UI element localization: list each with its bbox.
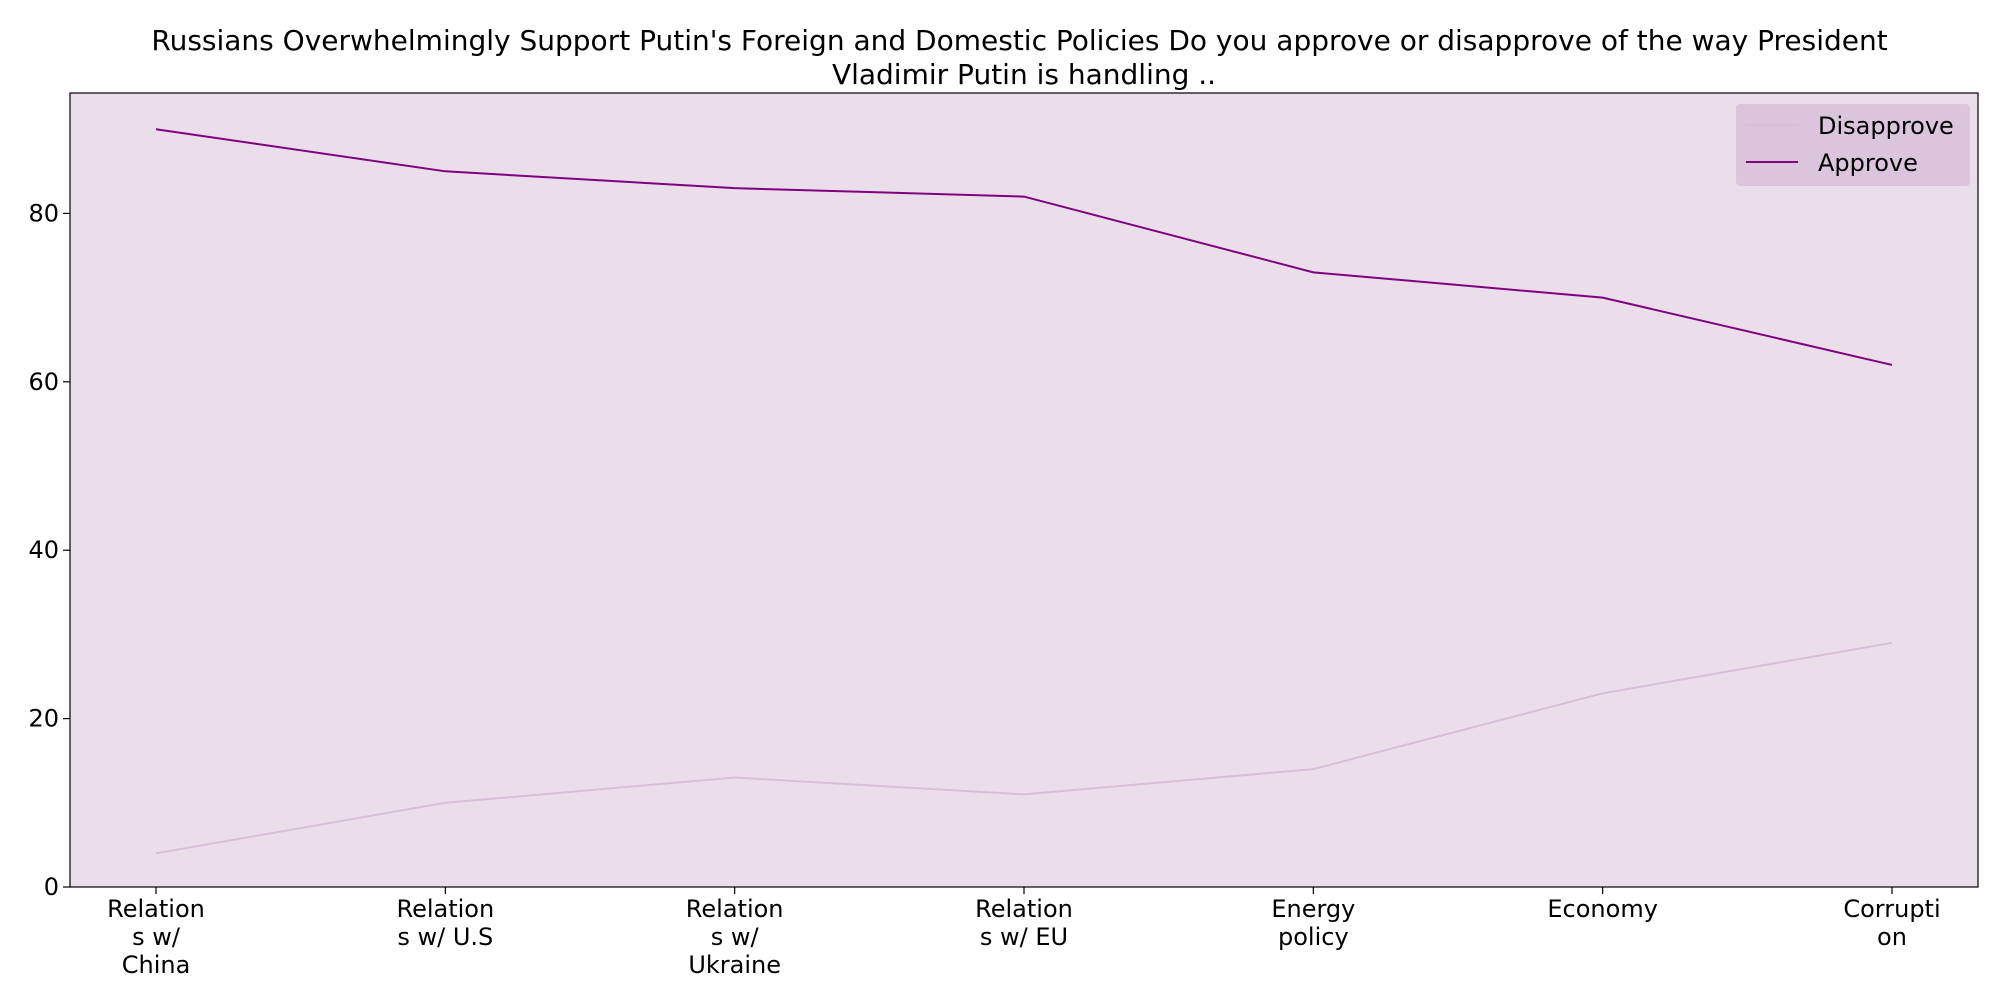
x-tick-label-line: Ukraine (688, 951, 781, 979)
x-tick-label-line: Corrupti (1843, 895, 1940, 923)
legend-label-approve: Approve (1818, 149, 1918, 177)
y-tick-label-40: 40 (28, 536, 59, 564)
x-tick-label-line: s w/ EU (980, 923, 1068, 951)
x-tick-label-energy-policy: Energy policy (1271, 895, 1355, 951)
x-tick-label-line: s w/ U.S (397, 923, 493, 951)
y-axis: 0 20 40 60 80 (28, 199, 70, 901)
x-tick-label-line: Relation (686, 895, 784, 923)
chart-title: Russians Overwhelmingly Support Putin's … (151, 24, 1896, 91)
x-tick-label-economy: Economy (1547, 895, 1658, 923)
series-layer (155, 128, 1893, 855)
chart-title-line-1: Russians Overwhelmingly Support Putin's … (151, 24, 1887, 57)
x-tick-label-line: Relation (975, 895, 1073, 923)
legend-label-disapprove: Disapprove (1818, 112, 1954, 140)
y-tick-label-20: 20 (28, 705, 59, 733)
plot-area (70, 93, 1978, 887)
x-tick-label-line: s w/ (132, 923, 181, 951)
x-tick-label-line: Energy (1271, 895, 1355, 923)
x-tick-label-line: Relation (396, 895, 494, 923)
y-tick-label-80: 80 (28, 199, 59, 227)
x-tick-label-relations-w-eu: Relation s w/ EU (975, 895, 1073, 951)
y-tick-label-60: 60 (28, 368, 59, 396)
x-tick-label-line: Relation (107, 895, 205, 923)
x-tick-label-line: China (122, 951, 191, 979)
x-tick-label-corruption: Corrupti on (1843, 895, 1940, 951)
x-tick-label-line: Economy (1547, 895, 1658, 923)
x-tick-label-line: on (1877, 923, 1907, 951)
x-tick-label-relations-w-ukraine: Relation s w/Ukraine (686, 895, 784, 979)
x-tick-label-line: s w/ (711, 923, 760, 951)
x-tick-label-relations-w-china: Relation s w/China (107, 895, 205, 979)
legend: Disapprove Approve (1736, 104, 1970, 186)
y-tick-label-0: 0 (44, 873, 59, 901)
x-tick-label-relations-w-u-s: Relation s w/ U.S (396, 895, 494, 951)
x-tick-label-line: policy (1278, 923, 1349, 951)
chart-title-line-2: Vladimir Putin is handling .. (832, 58, 1216, 91)
